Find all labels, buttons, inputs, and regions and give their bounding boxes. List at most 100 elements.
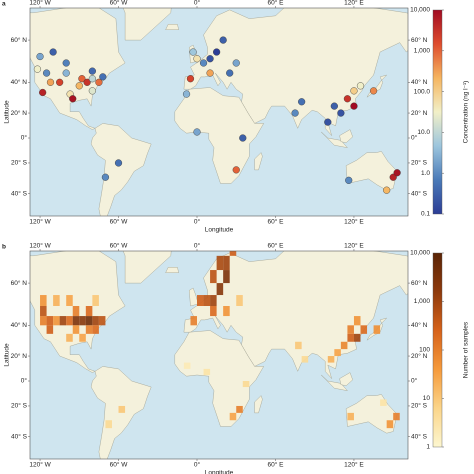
lon-tick-label: 60° E [267,0,284,7]
colorbar-tick-label: 1,000 [414,298,431,305]
grid-cell [223,306,230,317]
data-point [114,159,123,167]
data-point [62,59,70,67]
land [30,8,126,130]
data-point [324,118,332,126]
grid-cell [92,316,99,326]
lat-tick-label: 20° N [11,109,28,117]
lon-tick-label: 60° E [267,218,284,226]
land [165,24,179,30]
lon-tick-label: 0° [194,218,201,226]
colorbar-tick-label: 10,000 [410,7,430,14]
data-point [101,173,110,181]
data-point [219,36,227,44]
lon-tick-label: 120° E [344,461,364,469]
data-point [193,128,201,136]
grid-cell [210,306,217,317]
lat-tick-label: 0° [411,377,418,385]
grid-cell [353,333,361,342]
data-point [33,65,42,73]
land [339,129,353,144]
colorbar-title: Concentration (ng l⁻¹) [463,81,470,144]
grid-cell [203,368,211,375]
grid-cell [203,295,211,306]
data-point [182,90,191,98]
data-point [356,82,365,90]
land [122,8,172,41]
grid-cell [79,333,86,342]
grid-cell [347,412,354,421]
grid-cell [223,270,230,284]
lat-tick-label: 0° [21,377,28,385]
lat-tick-label: 20° N [411,352,428,360]
lon-tick-label: 120° W [29,461,51,469]
data-point [350,102,358,110]
lat-tick-label: 20° S [411,402,428,410]
grid-cell [242,381,250,388]
y-axis-label: Latitude [4,343,11,367]
lon-tick-label: 120° W [29,218,51,226]
grid-cell [46,325,54,334]
grid-cell [236,295,243,306]
lat-tick-label: 20° S [11,159,28,167]
data-point [206,69,214,77]
grid-cell [118,405,126,413]
lat-tick-label: 40° N [11,321,28,329]
lat-tick-label: 40° S [11,432,28,440]
grid-cell [105,420,112,429]
data-point [383,186,391,194]
data-point [36,52,44,61]
grid-cell [229,251,237,256]
data-point [46,78,55,86]
grid-cell [216,255,224,271]
grid-cell [40,295,47,306]
lat-tick-label: 0° [411,134,418,142]
data-point [239,134,247,142]
x-axis-label: Longitude [205,470,234,474]
grid-cell [360,325,368,334]
colorbar-tick-label: 10.0 [417,129,430,136]
grid-cell [40,316,47,326]
grid-cell [340,341,348,350]
lat-tick-label: 20° N [411,109,428,117]
data-point [393,169,401,177]
lon-tick-label: 120° E [344,218,364,226]
data-point [345,176,353,184]
colorbar [432,9,443,215]
lat-tick-label: 20° S [11,402,28,410]
grid-cell [59,316,67,326]
lat-tick-label: 60° N [11,36,28,44]
colorbar-tick-label: 1.0 [421,170,430,177]
lat-tick-label: 20° N [11,352,28,360]
grid-cell [301,356,309,363]
land [339,372,353,387]
grid-cell [386,420,394,429]
data-point [350,87,358,95]
data-point [199,59,208,67]
grid-cell [98,316,106,326]
data-point [193,55,201,63]
map-frame [29,250,409,460]
lon-tick-label: 0° [194,461,201,469]
grid-cell [347,325,354,334]
lat-tick-label: 60° N [411,279,428,287]
land [321,374,348,392]
lon-tick-label: 120° W [29,0,51,7]
grid-cell [393,412,400,421]
lon-tick-label: 60° W [110,218,129,226]
lon-tick-label: 120° E [344,242,364,250]
lon-tick-label: 60° E [267,242,284,250]
data-point [206,55,214,63]
colorbar-tick-label: 1,000 [414,48,431,55]
data-point [369,87,378,95]
map [30,251,408,459]
grid-cell [85,306,93,317]
data-point [189,48,197,56]
data-point [75,82,83,90]
grid-cell [40,306,47,317]
data-point [88,87,96,95]
grid-cell [190,316,197,326]
data-point [186,75,195,83]
